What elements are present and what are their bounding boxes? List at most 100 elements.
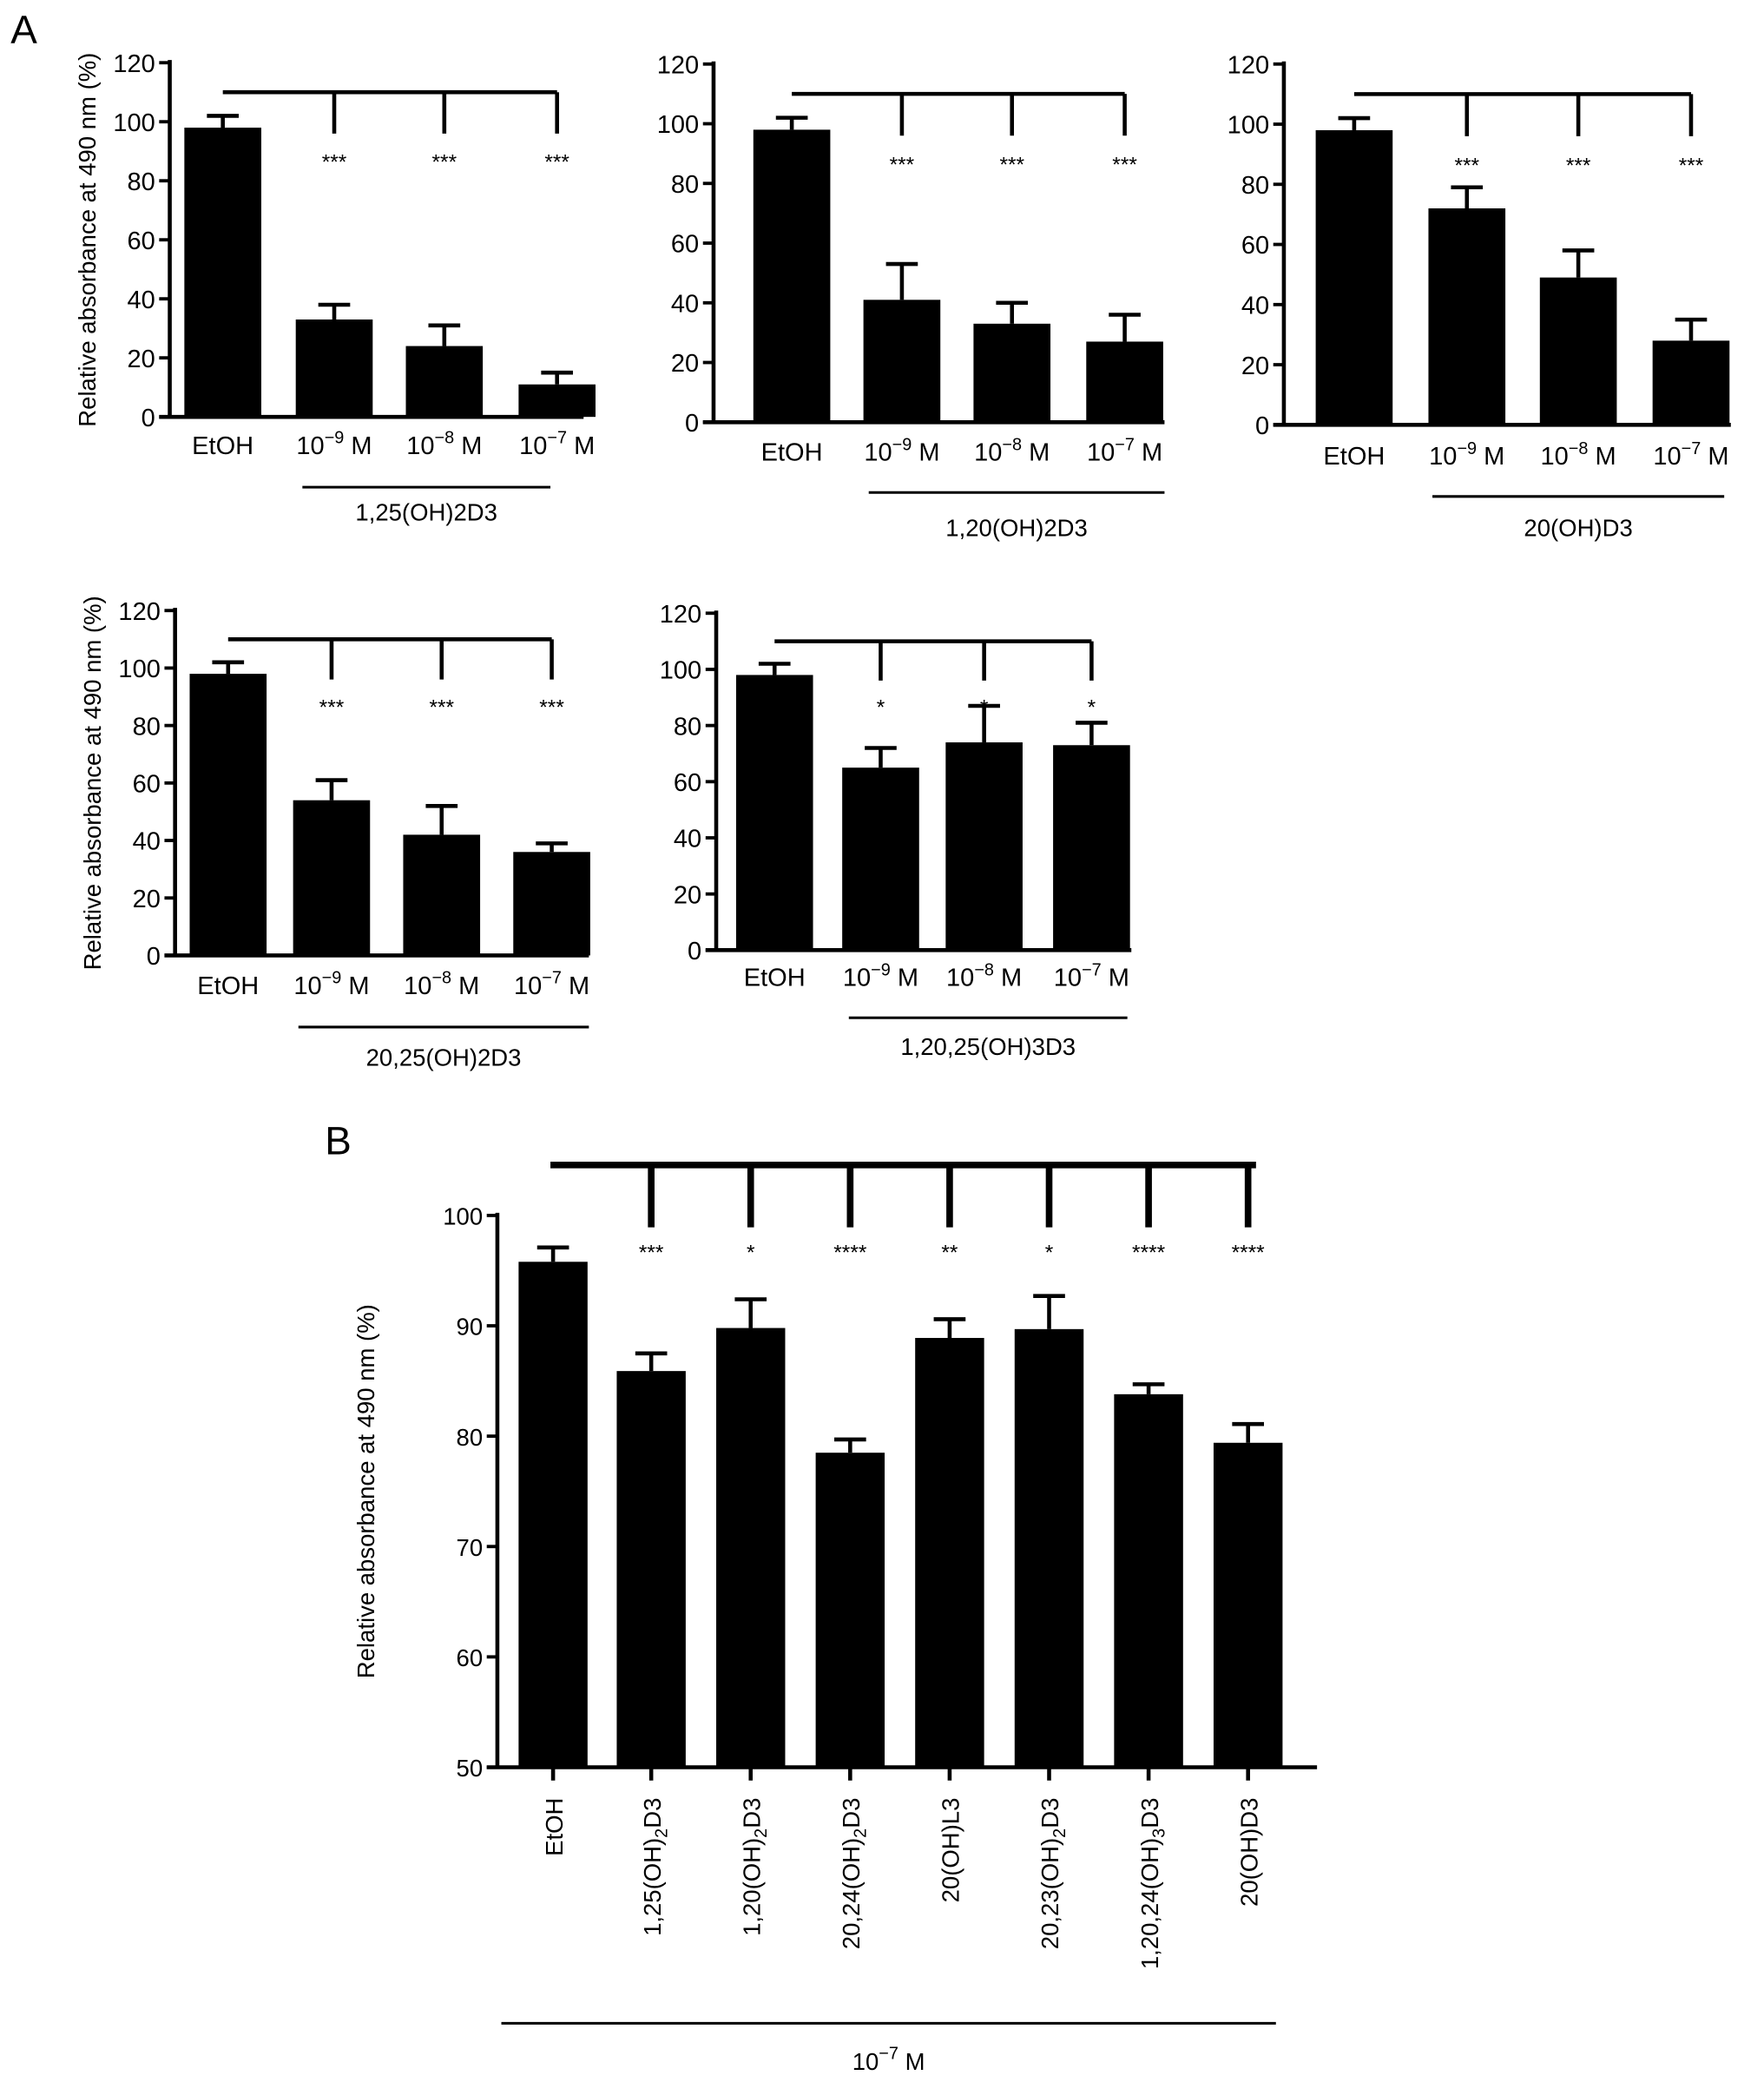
label-exponent: −8	[974, 960, 994, 979]
group-label: 1,20(OH)2D3	[945, 515, 1088, 542]
bar	[518, 384, 596, 418]
x-tick-label: 10−9 M	[1429, 439, 1504, 471]
x-tick-label: 1,20(OH)2D3	[738, 1798, 771, 1936]
label-part: D3	[838, 1798, 865, 1828]
y-axis-label: Relative absorbance at 490 nm (%)	[74, 53, 101, 427]
label-base: 10	[514, 972, 542, 1000]
x-tick-label: 10−9 M	[296, 429, 372, 460]
y-tick-label: 120	[118, 598, 160, 626]
label-unit: M	[1022, 439, 1050, 467]
y-tick-label: 0	[685, 410, 699, 438]
x-tick-label: 20(OH)D3	[1235, 1798, 1262, 1907]
y-tick-label: 60	[671, 231, 699, 259]
significance-marker: ***	[1566, 154, 1591, 177]
bar	[945, 742, 1023, 951]
label-part: D3	[738, 1798, 765, 1828]
label-exponent: −8	[435, 429, 455, 448]
bar	[915, 1338, 984, 1768]
label-part: 20,24(OH)	[838, 1838, 865, 1949]
panel-label-a: A	[10, 7, 37, 51]
y-tick-label: 20	[1241, 352, 1269, 380]
label-part: 1,25(OH)	[639, 1838, 666, 1936]
label-part: D3	[1037, 1798, 1063, 1828]
bar	[1539, 277, 1617, 425]
panel-label-b: B	[325, 1119, 352, 1163]
y-tick-label: 60	[457, 1644, 484, 1671]
bar	[1213, 1442, 1283, 1768]
y-tick-label: 80	[457, 1424, 484, 1451]
label-unit: M	[454, 432, 482, 460]
label-base: 10	[1429, 443, 1457, 471]
label-base: 10	[406, 432, 434, 460]
y-tick-label: 60	[133, 771, 161, 799]
group-label: 20,25(OH)2D3	[366, 1044, 522, 1071]
y-tick-label: 40	[671, 290, 699, 318]
y-tick-label: 120	[657, 51, 699, 79]
significance-marker: ****	[1232, 1241, 1266, 1264]
label-base: EtOH	[197, 972, 259, 1000]
label-part: 20(OH)D3	[1235, 1798, 1262, 1907]
label-part: 1,20(OH)	[738, 1838, 765, 1936]
bar	[735, 675, 813, 951]
x-tick-label: 10−7 M	[1054, 960, 1129, 992]
label-exponent: −9	[322, 969, 342, 988]
label-base: 10	[293, 972, 321, 1000]
x-tick-label: 10−7 M	[1087, 435, 1162, 466]
label-base: 10	[1054, 965, 1082, 992]
bar	[184, 128, 261, 418]
significance-marker: ***	[544, 151, 569, 175]
y-tick-label: 80	[1241, 172, 1269, 200]
label-exponent: −8	[1569, 439, 1589, 458]
group-label: 1,25(OH)2D3	[355, 498, 497, 525]
x-tick-label: EtOH	[192, 432, 253, 460]
label-base: 10	[519, 432, 547, 460]
y-tick-label: 120	[1228, 51, 1269, 79]
y-tick-label: 80	[671, 171, 699, 199]
x-tick-label: 20,24(OH)2D3	[838, 1798, 871, 1950]
subscript: 2	[1050, 1828, 1070, 1838]
subscript: 2	[652, 1828, 671, 1838]
bar	[405, 346, 484, 418]
y-tick-label: 20	[133, 886, 161, 913]
y-tick-label: 20	[671, 350, 699, 378]
bar	[1114, 1393, 1183, 1768]
y-tick-label: 80	[127, 168, 155, 196]
y-tick-label: 100	[660, 657, 701, 685]
label-base: EtOH	[744, 965, 806, 992]
label-base: 10	[864, 439, 892, 467]
label-exponent: −7	[1115, 435, 1135, 454]
bar	[513, 852, 590, 956]
y-tick-label: 0	[688, 938, 701, 965]
x-tick-label: 10−7 M	[514, 969, 589, 1000]
label-unit: M	[994, 965, 1022, 992]
label-unit: M	[567, 432, 595, 460]
significance-marker: ***	[322, 151, 347, 175]
y-tick-label: 50	[457, 1755, 484, 1782]
significance-marker: ***	[890, 154, 915, 177]
x-tick-label: 10−7 M	[1653, 439, 1728, 471]
bar	[973, 323, 1051, 423]
label-base: 10	[946, 965, 974, 992]
bar	[1014, 1328, 1084, 1768]
label-exponent: −8	[431, 969, 451, 988]
label-unit: M	[1477, 443, 1504, 471]
x-tick-label: 20,23(OH)2D3	[1037, 1798, 1070, 1950]
bar	[842, 768, 919, 951]
subscript: 2	[752, 1828, 771, 1838]
label-base: 10	[404, 972, 431, 1000]
label-base: 10	[1087, 439, 1115, 467]
y-axis-label: Relative absorbance at 490 nm (%)	[352, 1304, 379, 1678]
bar	[863, 300, 941, 423]
significance-marker: *	[980, 696, 989, 720]
y-tick-label: 120	[660, 601, 701, 629]
label-unit: M	[562, 972, 589, 1000]
label-unit: M	[341, 972, 369, 1000]
chart-a4: 0 20 40 60 80 100 120 Relative absorbance at 49…	[79, 596, 590, 1071]
group-label: 1,20,25(OH)3D3	[900, 1033, 1076, 1060]
y-tick-label: 90	[457, 1314, 484, 1341]
label-part: EtOH	[541, 1798, 568, 1856]
y-tick-label: 40	[1241, 293, 1269, 320]
x-tick-label: 1,25(OH)2D3	[639, 1798, 672, 1936]
